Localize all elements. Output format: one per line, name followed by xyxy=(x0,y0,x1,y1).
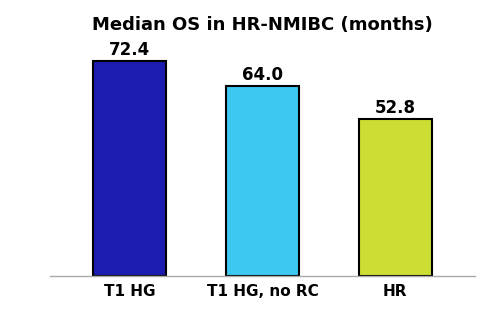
Text: 52.8: 52.8 xyxy=(375,99,416,117)
Bar xyxy=(93,61,166,276)
Bar xyxy=(359,119,432,276)
Text: 72.4: 72.4 xyxy=(109,41,150,59)
Title: Median OS in HR-NMIBC (months): Median OS in HR-NMIBC (months) xyxy=(92,16,433,34)
Text: 64.0: 64.0 xyxy=(242,66,283,84)
Bar xyxy=(226,86,299,276)
